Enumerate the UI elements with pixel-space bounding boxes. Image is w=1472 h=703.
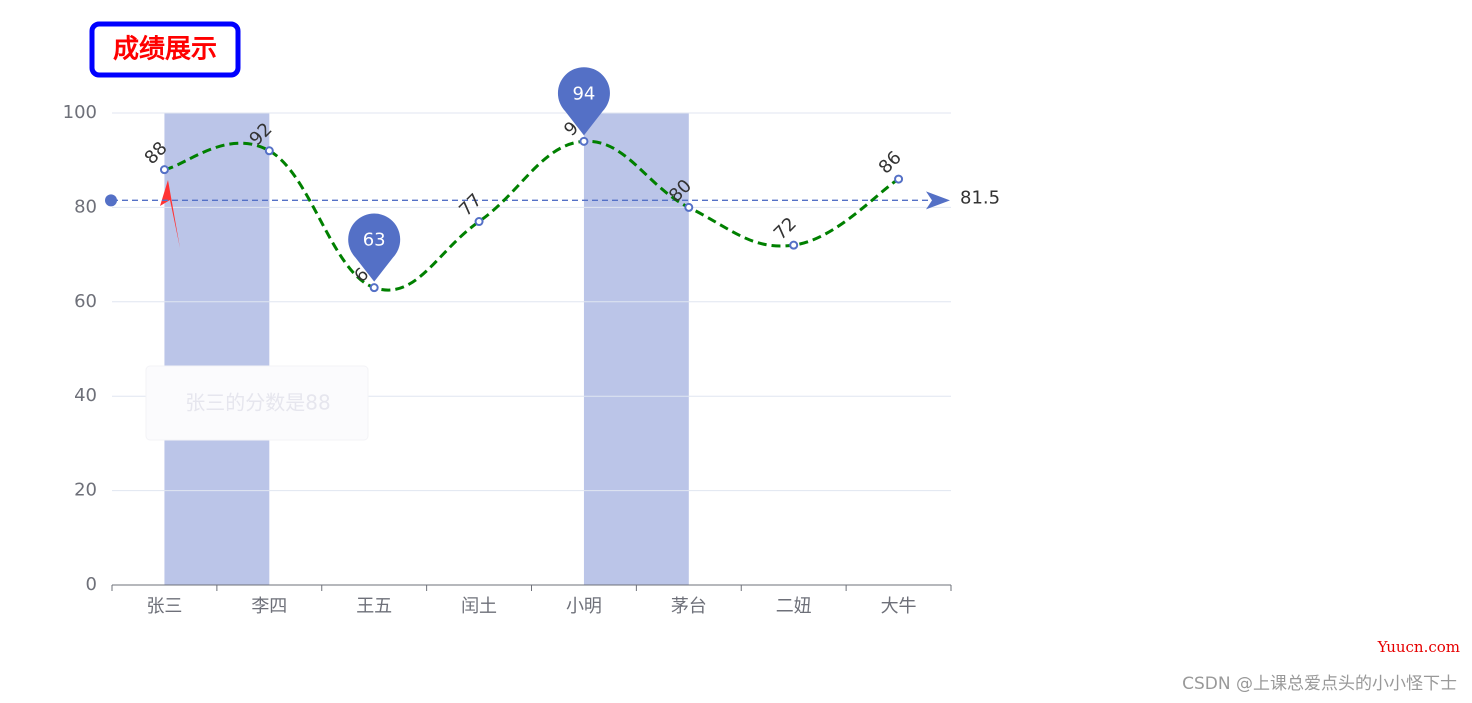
mark-area <box>164 113 270 585</box>
x-tick-label: 李四 <box>251 596 287 617</box>
x-tick-label: 张三 <box>146 596 182 617</box>
tooltip-text: 张三的分数是88 <box>185 391 330 415</box>
mark-point-label: 94 <box>572 83 595 104</box>
data-point <box>159 165 169 175</box>
y-tick-label: 20 <box>74 480 97 501</box>
data-label: 86 <box>875 147 906 178</box>
data-point <box>894 174 904 184</box>
mark-line-label: 81.5 <box>960 187 1000 208</box>
chart-title: 成绩展示 <box>113 35 217 65</box>
data-point <box>474 217 484 227</box>
x-tick-label: 茅台 <box>671 596 707 617</box>
data-label: 77 <box>455 190 486 221</box>
y-tick-label: 0 <box>86 574 97 595</box>
watermark-site: Yuucn.com <box>1377 638 1460 656</box>
data-point <box>579 136 589 146</box>
x-tick-label: 大牛 <box>881 596 917 617</box>
pointer-arrow <box>160 180 180 248</box>
mark-point <box>557 67 610 136</box>
x-tick-label: 闰土 <box>461 596 497 617</box>
data-point <box>789 240 799 250</box>
x-tick-label: 王五 <box>356 596 392 617</box>
mark-line-arrow <box>926 191 950 210</box>
data-point <box>369 283 379 293</box>
series-line <box>164 139 900 292</box>
y-tick-label: 40 <box>74 385 97 406</box>
data-point <box>264 146 274 156</box>
title-box <box>89 21 241 78</box>
mark-line-start <box>105 194 117 207</box>
tooltip-box <box>145 365 369 441</box>
mark-point <box>348 213 401 282</box>
x-tick-label: 小明 <box>566 596 602 617</box>
watermark-author: CSDN @上课总爱点头的小小怪下士 <box>1182 674 1457 694</box>
y-tick-label: 100 <box>63 102 97 123</box>
data-point <box>684 202 694 212</box>
data-label: 72 <box>770 213 801 244</box>
mark-area <box>583 113 689 585</box>
x-tick-label: 二妞 <box>776 596 812 617</box>
y-tick-label: 80 <box>74 196 97 217</box>
mark-point-label: 63 <box>363 230 386 251</box>
y-tick-label: 60 <box>74 291 97 312</box>
